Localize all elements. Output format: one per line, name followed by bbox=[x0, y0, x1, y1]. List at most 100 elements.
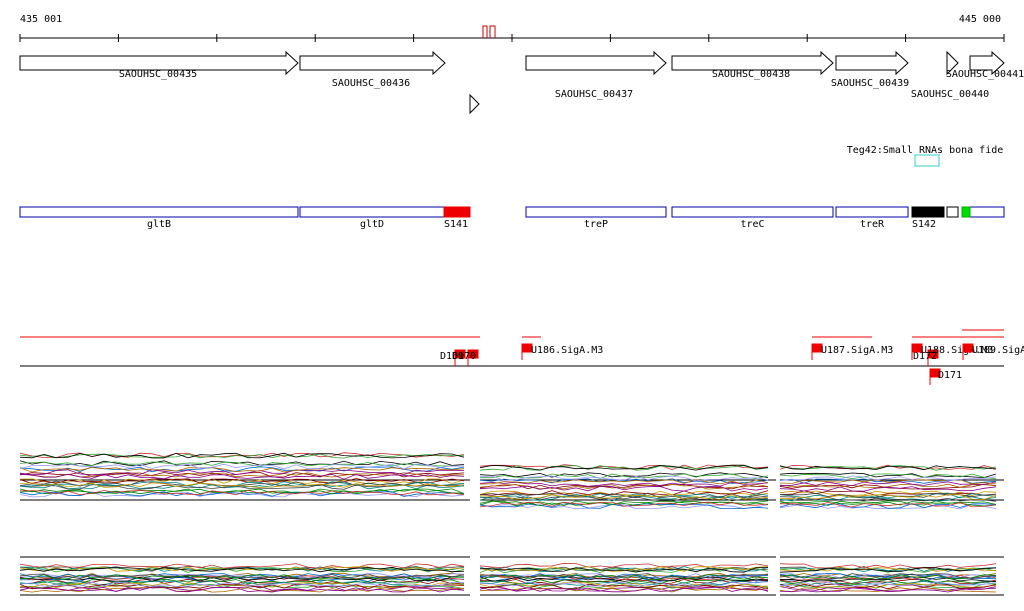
expression-trace bbox=[19, 566, 465, 573]
expression-trace bbox=[479, 492, 769, 499]
expression-trace bbox=[479, 490, 769, 496]
ruler-start: 435 001 bbox=[20, 14, 62, 25]
gene-label: SAOUHSC_00437 bbox=[555, 89, 633, 100]
expression-trace bbox=[779, 502, 997, 508]
expression-trace bbox=[19, 461, 465, 468]
gene-label: SAOUHSC_00438 bbox=[712, 69, 790, 80]
operon-label: S141 bbox=[444, 219, 468, 230]
promoter-label: U186.SigA.M3 bbox=[531, 345, 603, 356]
operon-label: S142 bbox=[912, 219, 936, 230]
gene-arrow bbox=[969, 50, 1005, 76]
expression-trace bbox=[19, 489, 465, 496]
promoter-flag bbox=[811, 343, 823, 360]
expression-trace bbox=[19, 453, 465, 459]
expression-trace bbox=[779, 495, 997, 502]
promoter-label: D169 bbox=[440, 351, 464, 362]
expression-trace bbox=[479, 573, 769, 579]
expression-trace bbox=[779, 481, 997, 487]
promoter-flag bbox=[467, 349, 479, 366]
gene-label: SAOUHSC_00441 bbox=[946, 69, 1024, 80]
promoter-label: U189.SigA bbox=[972, 345, 1024, 356]
expression-trace bbox=[19, 573, 465, 579]
expression-trace bbox=[480, 473, 769, 480]
expression-trace bbox=[479, 586, 769, 593]
expression-trace bbox=[19, 563, 465, 569]
operon bbox=[443, 206, 471, 218]
expression-trace bbox=[479, 472, 769, 478]
operon-label: gltB bbox=[147, 219, 171, 230]
expression-trace bbox=[479, 501, 769, 508]
gene-label: SAOUHSC_00439 bbox=[831, 78, 909, 89]
operon bbox=[671, 206, 834, 218]
expression-trace bbox=[19, 491, 465, 497]
expression-trace bbox=[19, 466, 465, 473]
promoter-label: D171 bbox=[938, 370, 962, 381]
expression-trace bbox=[479, 582, 769, 588]
small-rna-box bbox=[914, 154, 940, 167]
gene-arrow bbox=[671, 50, 834, 76]
expression-trace bbox=[779, 472, 997, 479]
expression-trace bbox=[19, 480, 465, 487]
gene-arrow bbox=[525, 50, 667, 76]
expression-trace bbox=[19, 582, 465, 589]
expression-trace bbox=[779, 486, 997, 492]
expression-trace bbox=[780, 494, 997, 500]
expression-trace bbox=[779, 475, 997, 481]
expression-trace bbox=[779, 465, 997, 471]
expression-trace bbox=[779, 490, 997, 497]
expression-trace bbox=[19, 585, 465, 592]
operon bbox=[299, 206, 445, 218]
promoter-label: D172 bbox=[913, 351, 937, 362]
gene-arrow bbox=[946, 50, 959, 76]
expression-trace bbox=[479, 494, 769, 500]
operon bbox=[946, 206, 959, 218]
gene-label: SAOUHSC_00440 bbox=[911, 89, 989, 100]
expression-trace bbox=[479, 465, 769, 471]
expression-trace bbox=[19, 488, 465, 495]
promoter-flag bbox=[929, 368, 941, 385]
expression-trace bbox=[19, 573, 465, 579]
operon-label: gltD bbox=[360, 219, 384, 230]
expression-trace bbox=[479, 562, 769, 569]
expression-trace bbox=[479, 485, 769, 492]
small-rna-label: Teg42:Small RNAs bona fide bbox=[847, 145, 1004, 156]
expression-trace bbox=[779, 574, 997, 580]
expression-trace bbox=[19, 469, 464, 476]
operon bbox=[835, 206, 909, 218]
operon bbox=[911, 206, 945, 218]
expression-trace bbox=[479, 464, 769, 471]
expression-trace bbox=[19, 463, 465, 470]
expression-trace bbox=[779, 464, 997, 470]
expression-trace bbox=[479, 475, 769, 482]
expression-trace bbox=[479, 478, 769, 484]
expression-trace bbox=[779, 503, 997, 509]
expression-trace bbox=[779, 581, 997, 587]
expression-trace bbox=[19, 482, 465, 488]
expression-trace bbox=[19, 478, 465, 484]
gene-arrow bbox=[299, 50, 446, 76]
promoter-label: U188.SigA.M3 bbox=[921, 345, 993, 356]
expression-trace bbox=[19, 581, 465, 587]
expression-trace bbox=[779, 573, 997, 579]
promoter-flag bbox=[521, 343, 533, 360]
promoter-label: U187.SigA.M3 bbox=[821, 345, 893, 356]
gene-label: SAOUHSC_00435 bbox=[119, 69, 197, 80]
ruler-marker bbox=[482, 25, 496, 38]
operon-label: treC bbox=[740, 219, 764, 230]
operon bbox=[19, 206, 299, 218]
promoter-label: D170 bbox=[452, 351, 476, 362]
operon bbox=[961, 206, 971, 218]
promoter-flag bbox=[454, 349, 466, 366]
gene-arrow bbox=[835, 50, 909, 76]
operon bbox=[525, 206, 667, 218]
expression-trace bbox=[779, 563, 997, 569]
expression-trace bbox=[19, 586, 465, 593]
expression-trace bbox=[19, 467, 465, 473]
expression-trace bbox=[479, 573, 769, 579]
expression-trace bbox=[779, 473, 997, 480]
expression-trace bbox=[479, 483, 769, 490]
expression-trace bbox=[19, 473, 465, 480]
expression-trace bbox=[779, 567, 997, 573]
